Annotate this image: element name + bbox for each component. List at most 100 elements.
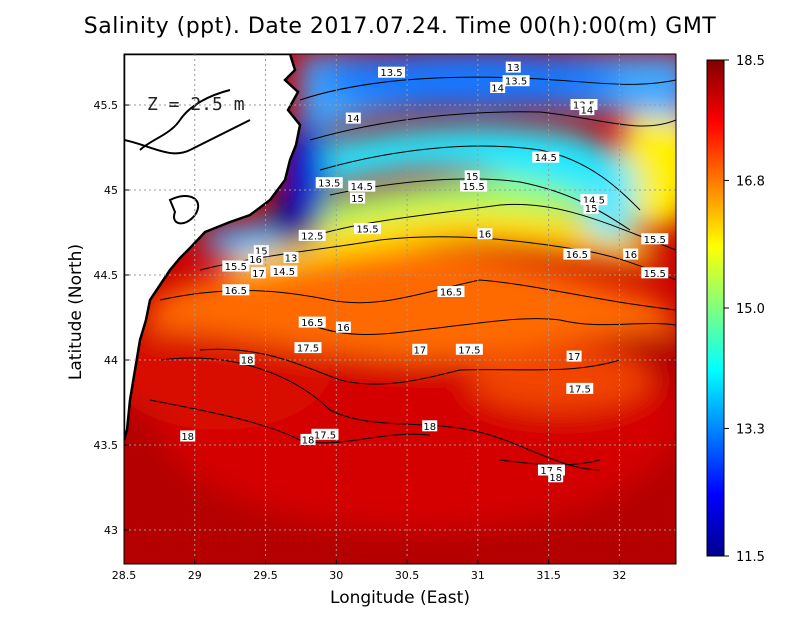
contour-label: 13.5 (502, 75, 530, 88)
svg-text:13: 13 (507, 63, 520, 74)
svg-text:15.5: 15.5 (644, 269, 666, 280)
svg-text:17.5: 17.5 (297, 344, 319, 355)
contour-label: 17.5 (566, 382, 594, 395)
contour-label: 15.5 (641, 233, 669, 246)
contour-label: 16 (335, 321, 351, 334)
contour-label: 14.5 (532, 151, 560, 164)
contour-label: 17.5 (311, 428, 339, 441)
contour-label: 13.5 (315, 177, 343, 190)
contour-label: 16 (248, 253, 264, 266)
x-tick-label: 31 (471, 569, 485, 582)
x-axis-label: Longitude (East) (330, 588, 470, 608)
svg-text:18: 18 (241, 356, 254, 367)
y-tick-label: 45 (104, 184, 118, 197)
svg-text:14: 14 (580, 106, 593, 117)
svg-text:15: 15 (255, 247, 268, 258)
svg-text:18: 18 (181, 432, 194, 443)
svg-text:13: 13 (285, 254, 298, 265)
svg-text:15.5: 15.5 (644, 235, 666, 246)
svg-text:17: 17 (413, 345, 426, 356)
contour-label: 15 (253, 245, 269, 258)
x-axis: 28.5 29 29.5 30 30.5 31 31.5 32 (112, 559, 626, 582)
y-axis: 43 43.5 44 44.5 45 45.5 (94, 99, 129, 537)
contour-label: 15 (464, 170, 480, 183)
contour-label: 15 (350, 192, 366, 205)
y-tick-label: 44.5 (94, 269, 119, 282)
contour-label: 17 (412, 343, 428, 356)
colorbar-tick-label: 15.0 (736, 302, 765, 317)
svg-text:14.5: 14.5 (583, 196, 605, 207)
colorbar-tick-label: 13.3 (736, 422, 765, 437)
contour-label: 14 (579, 104, 595, 117)
svg-text:18: 18 (549, 473, 562, 484)
y-tick-label: 43 (104, 524, 118, 537)
contour-label: 17 (566, 350, 582, 363)
contour-label: 16 (477, 228, 493, 241)
svg-text:16: 16 (337, 323, 350, 334)
contour-label: 14 (490, 82, 506, 95)
contour-label: 18 (548, 471, 564, 484)
svg-text:16: 16 (249, 255, 262, 266)
salinity-field: 13.51313.51413.5141414.51513.514.515.515… (124, 54, 676, 564)
svg-text:18: 18 (302, 435, 315, 446)
svg-text:15: 15 (351, 194, 364, 205)
contour-label: 15.5 (222, 260, 250, 273)
colorbar (706, 59, 725, 557)
x-tick-label: 30 (329, 569, 343, 582)
svg-text:17.5: 17.5 (314, 430, 336, 441)
contour-labels: 13.51313.51413.5141414.51513.514.515.515… (180, 61, 669, 484)
x-tick-label: 31.5 (536, 569, 561, 582)
svg-text:15.5: 15.5 (356, 225, 378, 236)
y-axis-label: Latitude (North) (66, 243, 86, 381)
svg-text:16: 16 (624, 250, 637, 261)
svg-text:15: 15 (585, 204, 598, 215)
svg-text:16.5: 16.5 (566, 250, 588, 261)
coast-detail (139, 89, 231, 151)
svg-text:17.5: 17.5 (569, 384, 591, 395)
svg-text:16.5: 16.5 (440, 288, 462, 299)
contour-label: 13.5 (378, 66, 406, 79)
contour-label: 13 (283, 252, 299, 265)
contour-label: 15 (583, 202, 599, 215)
y-tick-label: 44 (104, 354, 118, 367)
contour-label: 16.5 (437, 286, 465, 299)
contour-label: 17.5 (455, 343, 483, 356)
contour-label: 15.5 (460, 180, 488, 193)
contour-label: 13 (505, 61, 521, 74)
chart-title: Salinity (ppt). Date 2017.07.24. Time 00… (83, 14, 717, 39)
contour-label: 14.5 (270, 265, 298, 278)
svg-text:17: 17 (568, 352, 581, 363)
colorbar-ticks: 18.5 16.8 15.0 13.3 11.5 (724, 54, 765, 565)
contour-label: 14.5 (348, 180, 376, 193)
svg-text:15.5: 15.5 (462, 182, 484, 193)
contour-label: 12.5 (298, 229, 326, 242)
svg-text:16.5: 16.5 (301, 318, 323, 329)
x-tick-label: 29 (188, 569, 202, 582)
svg-text:15: 15 (466, 172, 479, 183)
contour-label: 18 (422, 420, 438, 433)
gridlines (124, 54, 676, 564)
contour-label: 15.5 (353, 223, 381, 236)
svg-text:13.5: 13.5 (505, 77, 527, 88)
contour-label: 15.5 (641, 267, 669, 280)
land-mass (124, 54, 302, 441)
contour-label: 16 (623, 248, 639, 261)
y-tick-label: 45.5 (94, 99, 119, 112)
svg-text:17.5: 17.5 (458, 345, 480, 356)
contour-label: 18 (239, 354, 255, 367)
svg-text:18: 18 (423, 422, 436, 433)
svg-text:15.5: 15.5 (225, 262, 247, 273)
x-tick-label: 28.5 (112, 569, 137, 582)
svg-text:17: 17 (252, 269, 265, 280)
contour-label: 16.5 (298, 316, 326, 329)
svg-text:16.5: 16.5 (225, 286, 247, 297)
contour-label: 16.5 (222, 284, 250, 297)
x-tick-label: 29.5 (253, 569, 278, 582)
contour-label: 16.5 (563, 248, 591, 261)
svg-text:14.5: 14.5 (351, 182, 373, 193)
svg-text:14: 14 (491, 84, 504, 95)
svg-text:14.5: 14.5 (273, 267, 295, 278)
contour-label: 17.5 (294, 342, 322, 355)
depth-annotation: Z = 2.5 m (147, 94, 245, 115)
